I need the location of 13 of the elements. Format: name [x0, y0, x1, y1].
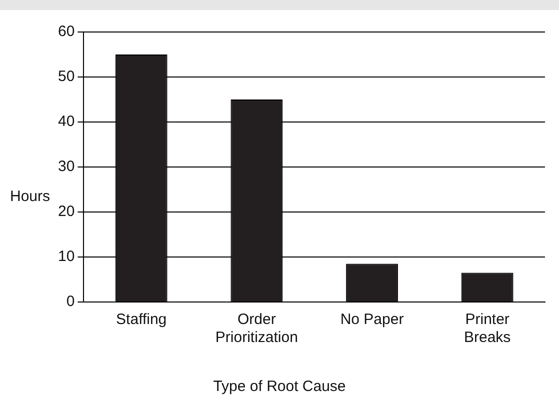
y-tick-label: 30: [58, 158, 75, 176]
x-axis-title: Type of Root Cause: [212, 378, 347, 395]
y-axis-title: Hours: [10, 188, 50, 205]
y-tick-label: 20: [58, 203, 75, 220]
y-tick-label: 0: [66, 293, 75, 310]
y-tick-label: 50: [58, 68, 75, 86]
x-tick-label: No Paper: [340, 311, 404, 328]
x-tick-label: Staffing: [116, 311, 167, 328]
x-tick-label: Order Prioritization: [215, 311, 298, 346]
x-tick-label: Printer Breaks: [464, 311, 511, 346]
y-tick-label: 60: [58, 23, 75, 40]
y-tick-label: 10: [58, 248, 75, 266]
y-tick-label: 40: [58, 113, 75, 130]
